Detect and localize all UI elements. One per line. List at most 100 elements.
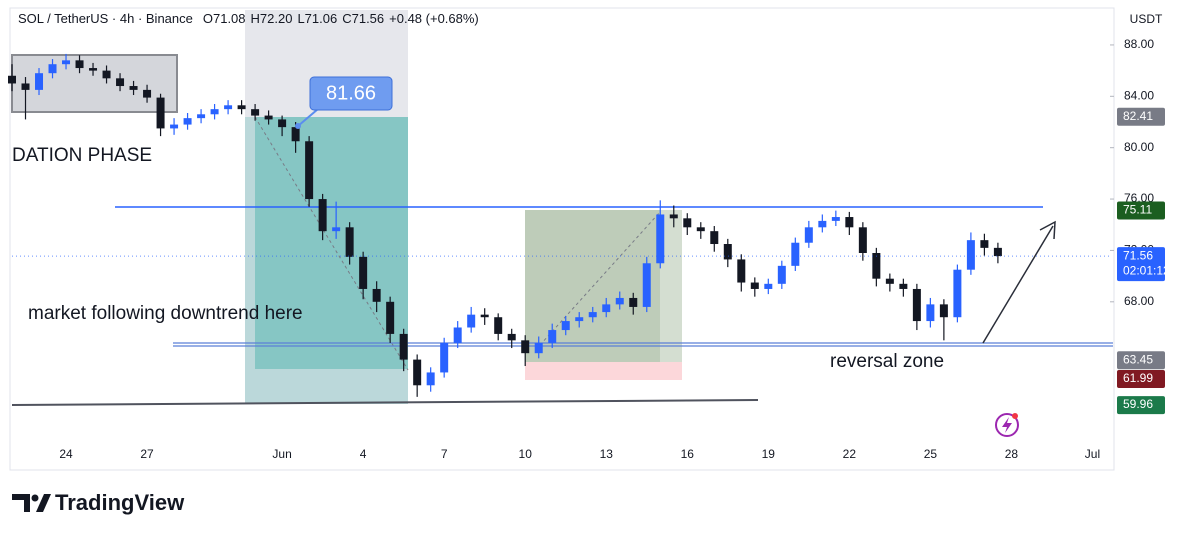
candle-body	[588, 312, 597, 318]
long-stop-zone	[525, 362, 682, 380]
candle-body	[912, 288, 921, 322]
candle-body	[777, 265, 786, 284]
annotation: DATION PHASE	[12, 145, 152, 166]
candle-body	[48, 64, 57, 74]
header: SOL / TetherUS · 4h · Binance O71.08 H72.2…	[18, 11, 479, 26]
y-tick-label: 80.00	[1124, 140, 1154, 154]
candle-body	[858, 227, 867, 253]
alert-dot	[1012, 413, 1018, 419]
price-tag	[1117, 396, 1165, 415]
price-tag	[1117, 201, 1165, 220]
candle-body	[251, 109, 260, 116]
candle-body	[116, 78, 125, 87]
change: +0.48 (+0.68%)	[389, 11, 479, 26]
candle-body	[197, 114, 206, 119]
brand-logo: TradingView	[12, 490, 185, 515]
x-tick-label: Jul	[1085, 447, 1100, 461]
arrow-head	[1039, 220, 1056, 240]
x-tick-label: 24	[59, 447, 73, 461]
callout-label: 81.66	[326, 82, 376, 104]
candle-body	[386, 301, 395, 334]
candle-body	[723, 244, 732, 260]
candle-body	[156, 97, 165, 129]
ohlc-low: L71.06	[297, 11, 337, 26]
candle-body	[224, 105, 233, 110]
candle-body	[507, 333, 516, 341]
candle-body	[278, 119, 287, 128]
ohlc-close: C71.56	[342, 11, 384, 26]
arrow-shaft	[982, 225, 1054, 344]
candle-body	[494, 317, 503, 334]
candle-body	[129, 86, 138, 90]
countdown: 02:01:12	[1123, 263, 1170, 277]
candle-body	[440, 342, 449, 373]
candle-body	[467, 314, 476, 328]
candle-body	[332, 227, 341, 232]
candle-body	[642, 263, 651, 307]
symbol: SOL / TetherUS · 4h · Binance	[18, 11, 193, 26]
candle-body	[75, 60, 84, 69]
candle-body	[237, 105, 246, 110]
candle-body	[21, 83, 30, 90]
x-tick-label: 28	[1005, 447, 1019, 461]
candle-body	[548, 330, 557, 343]
candle-body	[669, 214, 678, 219]
y-tick-label: 84.00	[1124, 88, 1154, 102]
price-tag-label: 61.99	[1123, 371, 1153, 385]
candle-body	[602, 304, 611, 313]
candle-body	[831, 217, 840, 221]
candle-body	[143, 89, 152, 98]
x-tick-label: 7	[441, 447, 448, 461]
candle-body	[359, 256, 368, 289]
candle-body	[804, 227, 813, 243]
logo-shape	[12, 494, 30, 512]
x-tick-label: 19	[762, 447, 776, 461]
candle-body	[183, 118, 192, 125]
y-tick-label: 68.00	[1124, 294, 1154, 308]
candle-body	[534, 342, 543, 354]
currency: USDT	[1130, 12, 1163, 26]
brand: TradingView	[55, 490, 185, 515]
candle-body	[953, 269, 962, 318]
candle-body	[62, 60, 71, 65]
candle-body	[818, 220, 827, 228]
candle-body	[710, 231, 719, 245]
candle-body	[318, 199, 327, 232]
x-tick-label: 13	[600, 447, 614, 461]
candle-body	[939, 304, 948, 318]
candle-body	[413, 359, 422, 386]
long-profit-rest	[660, 210, 682, 362]
x-tick-label: 22	[843, 447, 857, 461]
candle-body	[305, 141, 314, 200]
candle-body	[453, 327, 462, 343]
candle-body	[615, 297, 624, 305]
candle-body	[791, 242, 800, 266]
candle-body	[696, 227, 705, 232]
x-tick-label: 16	[681, 447, 695, 461]
candle-body	[345, 227, 354, 257]
candles	[8, 53, 1002, 397]
candle-body	[737, 259, 746, 283]
price-tag	[1117, 369, 1165, 388]
candle-body	[885, 278, 894, 284]
candle-body	[993, 247, 1002, 257]
annotation: market following downtrend here	[28, 303, 303, 324]
x-tick-label: 4	[360, 447, 367, 461]
candle-body	[683, 218, 692, 228]
candle-body	[764, 283, 773, 289]
candle-body	[926, 304, 935, 322]
candle-body	[291, 127, 300, 142]
x-tick-label: Jun	[272, 447, 291, 461]
candle-body	[561, 321, 570, 331]
candle-body	[210, 109, 219, 115]
alert-icon[interactable]	[995, 413, 1019, 437]
y-tick-label: 88.00	[1124, 37, 1154, 51]
candle-body	[426, 372, 435, 386]
callout-box	[309, 76, 393, 111]
alert-bolt	[1002, 417, 1012, 433]
candle-body	[966, 240, 975, 270]
x-tick-label: 27	[140, 447, 154, 461]
price-tag-label: 71.56	[1123, 248, 1153, 262]
